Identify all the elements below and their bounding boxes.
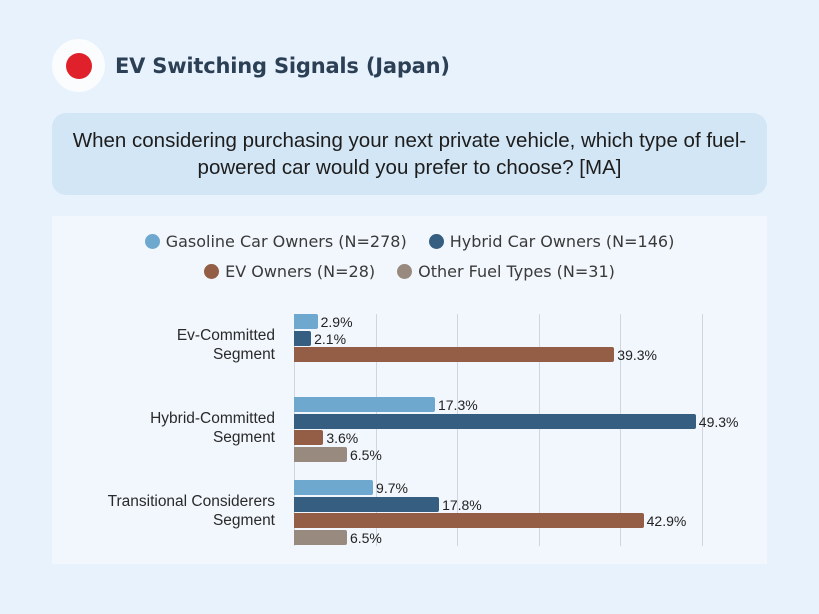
bar (294, 447, 347, 463)
bar (294, 330, 312, 346)
flag-red-disc (65, 52, 92, 79)
legend-label: EV Owners (N=28) (225, 262, 376, 281)
legend-item-other: Other Fuel Types (N=31) (397, 262, 615, 281)
bar-value-label: 42.9% (646, 513, 687, 530)
page-title: EV Switching Signals (Japan) (115, 53, 450, 78)
legend-item-gasoline: Gasoline Car Owners (N=278) (144, 232, 407, 251)
bar-value-label: 2.9% (320, 314, 353, 330)
bar-value-label: 49.3% (698, 413, 739, 430)
question-box: When considering purchasing your next pr… (52, 113, 767, 195)
category-label: Hybrid-Committed Segment (150, 410, 275, 446)
bar (294, 480, 374, 495)
bar (294, 397, 435, 412)
bar (294, 496, 440, 512)
legend-label: Other Fuel Types (N=31) (418, 262, 615, 281)
gridline (620, 314, 621, 546)
bar-value-label: 9.7% (376, 480, 408, 496)
japan-flag-icon (52, 39, 105, 92)
bar-value-label: 17.3% (437, 397, 478, 413)
gridline (457, 314, 458, 546)
bar (294, 413, 696, 429)
bar-value-label: 3.6% (326, 430, 359, 447)
bar-chart-plot: Ev-Committed Segment 2.9% 2.1% 39.3% Hybrid-C… (52, 216, 767, 564)
bar (294, 513, 644, 529)
chart-panel: Gasoline Car Owners (N=278) Hybrid Car O… (52, 216, 767, 564)
gridline (375, 314, 377, 546)
legend-item-hybrid: Hybrid Car Owners (N=146) (428, 232, 675, 251)
legend-label: Gasoline Car Owners (N=278) (165, 232, 407, 251)
legend: Gasoline Car Owners (N=278) Hybrid Car O… (52, 232, 767, 281)
bar-value-label: 6.5% (349, 447, 382, 464)
bar (294, 530, 347, 546)
bar (294, 347, 615, 363)
gridline (294, 314, 295, 546)
question-text: When considering purchasing your next pr… (72, 129, 747, 179)
legend-dot-icon (397, 264, 413, 279)
category-label: Transitional Considerers Segment (107, 493, 275, 529)
bar-value-label: 17.8% (442, 496, 482, 513)
legend-dot-icon (204, 264, 220, 279)
legend-dot-icon (144, 234, 160, 249)
bar (294, 430, 324, 446)
legend-row-2: EV Owners (N=28) Other Fuel Types (N=31) (52, 262, 767, 281)
bar-value-label: 6.5% (349, 530, 382, 547)
legend-label: Hybrid Car Owners (N=146) (449, 232, 675, 251)
legend-row-1: Gasoline Car Owners (N=278) Hybrid Car O… (52, 232, 767, 251)
header: EV Switching Signals (Japan) (52, 39, 450, 92)
gridline (538, 314, 540, 546)
bar (294, 314, 318, 329)
bar-value-label: 2.1% (314, 330, 347, 347)
gridline (701, 314, 703, 546)
bar-value-label: 39.3% (617, 347, 657, 364)
legend-item-ev: EV Owners (N=28) (204, 262, 375, 281)
category-label: Ev-Committed Segment (176, 327, 275, 363)
legend-dot-icon (428, 234, 444, 249)
